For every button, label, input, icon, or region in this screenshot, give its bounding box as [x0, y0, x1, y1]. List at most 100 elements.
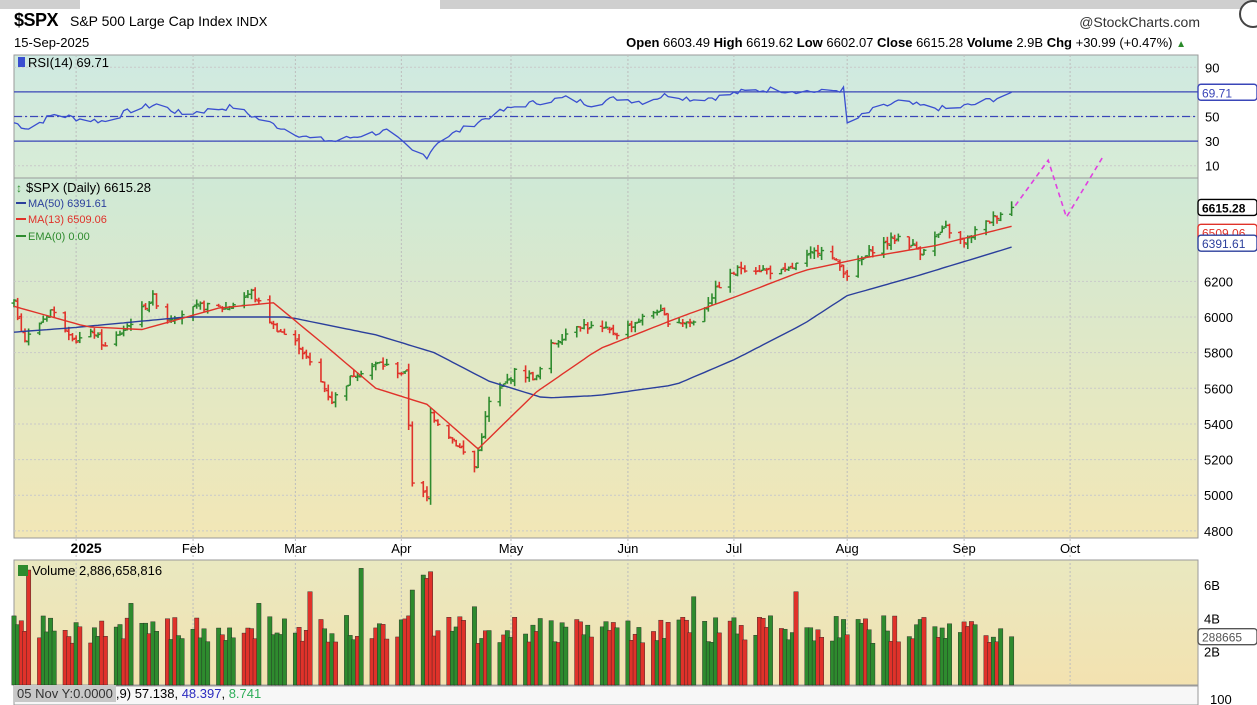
- volume-bar: [640, 642, 645, 686]
- volume-bar: [358, 568, 364, 686]
- x-tick-label: 2025: [71, 540, 102, 556]
- indicator-value-3: 8.741: [228, 686, 262, 701]
- rsi-tick-label: 30: [1205, 134, 1219, 149]
- volume-tick-label: 6B: [1204, 578, 1220, 593]
- rsi-value-tag: 69.71: [1202, 86, 1232, 100]
- price-tick-label: 5000: [1204, 488, 1233, 503]
- volume-bar: [26, 569, 32, 686]
- indicator-value-2: 48.397: [181, 686, 222, 701]
- volume-bar: [154, 631, 159, 686]
- ohlc-summary: Open 6603.49 High 6619.62 Low 6602.07 Cl…: [626, 35, 1186, 50]
- price-tick-label: 6000: [1204, 310, 1233, 325]
- volume-tick-label: 4B: [1204, 611, 1220, 626]
- volume-bar: [563, 626, 569, 686]
- rsi-line: [13, 85, 1012, 160]
- ma50-line: [13, 246, 1012, 399]
- price-tick-label: 6200: [1204, 274, 1233, 289]
- price-tick-label: 5600: [1204, 381, 1233, 396]
- volume-bar: [614, 627, 620, 686]
- volume-bar: [844, 634, 850, 686]
- chg-value: +30.99 (+0.47%): [1075, 35, 1173, 50]
- indicator-prefix: ,9): [115, 686, 132, 701]
- volume-bar: [819, 637, 825, 686]
- ma13-line: [13, 225, 1012, 450]
- brand-logo[interactable]: @StockCharts.com: [1079, 14, 1200, 30]
- price-value-tag: 6615.28: [1202, 201, 1246, 215]
- ema0-legend: EMA(0) 0.00: [28, 231, 90, 243]
- candles-legend-icon: ↕: [16, 181, 22, 195]
- volume-bar: [870, 642, 876, 686]
- rsi-value-tag-box: [1197, 83, 1257, 101]
- volume-bar: [588, 636, 594, 686]
- x-tick-label: Feb: [182, 541, 204, 556]
- volume-bar: [742, 639, 748, 686]
- close-label: Close: [877, 35, 913, 50]
- indicator-value-1: 57.138: [134, 686, 175, 701]
- volume-bar: [665, 622, 671, 686]
- tab-highlight: [80, 0, 440, 9]
- volume-bar: [333, 641, 338, 686]
- low-label: Low: [796, 35, 823, 50]
- indicator-tick-label: 100: [1210, 692, 1232, 705]
- volume-bar: [256, 603, 262, 686]
- x-tick-label: Jul: [726, 541, 743, 556]
- volume-bar: [230, 637, 236, 686]
- volume-bar: [768, 615, 773, 686]
- x-tick-label: Mar: [284, 541, 307, 556]
- volume-bar: [793, 591, 799, 686]
- price-tick-label: 5400: [1204, 417, 1233, 432]
- volume-bar: [895, 641, 901, 686]
- volume-bar: [428, 571, 433, 686]
- volume-bar: [102, 636, 108, 686]
- volume-bar: [1009, 636, 1015, 686]
- rsi-tick-label: 10: [1205, 159, 1219, 174]
- volume-bar: [691, 596, 697, 686]
- volume-bar: [179, 638, 185, 686]
- volume-bar: [972, 624, 978, 686]
- crosshair-stamp: 05 Nov Y:0.0000: [14, 685, 116, 702]
- rsi-tick-label: 90: [1205, 60, 1219, 75]
- volume-bar: [128, 603, 134, 686]
- exchange-label: INDX: [236, 14, 268, 29]
- ma50-value-tag-box: [1197, 234, 1257, 252]
- rsi-legend: RSI(14) 69.71: [28, 55, 109, 70]
- volume-bar: [716, 632, 722, 686]
- ma13-legend: MA(13) 6509.06: [28, 214, 107, 226]
- low-value: 6602.07: [826, 35, 874, 50]
- price-value-tag-box: [1197, 198, 1257, 217]
- volume-bar: [486, 630, 492, 686]
- window-top-strip: [0, 0, 1257, 9]
- volume-bar: [947, 623, 952, 686]
- volume-legend: Volume 2,886,658,816: [32, 563, 162, 578]
- price-tick-label: 5200: [1204, 453, 1233, 468]
- volume-bar: [409, 589, 415, 686]
- price-tick-label: 4800: [1204, 524, 1233, 539]
- indicator-legend: 05 Nov Y:0.0000,9) 57.138, 48.397, 8.741: [14, 685, 262, 705]
- volume-bar: [537, 618, 543, 686]
- volume-legend-icon: [18, 565, 28, 576]
- volume-bar: [205, 641, 211, 686]
- volume-tick-label: 2B: [1204, 645, 1220, 660]
- chart-date: 15-Sep-2025: [14, 35, 90, 50]
- refresh-icon[interactable]: [1239, 0, 1257, 28]
- close-value: 6615.28: [916, 35, 964, 50]
- price-panel: [13, 177, 1199, 539]
- ma50-legend: MA(50) 6391.61: [28, 198, 107, 210]
- x-tick-label: Oct: [1060, 541, 1081, 556]
- high-value: 6619.62: [746, 35, 794, 50]
- symbol-title: $SPX: [14, 10, 59, 30]
- volume-bar: [384, 638, 390, 686]
- rsi-legend-icon: [18, 57, 25, 67]
- x-tick-label: Jun: [617, 541, 638, 556]
- volume-bar: [77, 626, 83, 686]
- volume-value-tag-box: [1197, 627, 1257, 646]
- x-tick-label: May: [499, 541, 524, 556]
- instrument-name: S&P 500 Large Cap Index INDX: [70, 13, 267, 29]
- up-arrow-icon: ▲: [1176, 39, 1186, 50]
- instrument-name-text: S&P 500 Large Cap Index: [70, 13, 233, 29]
- volume-label: Volume: [966, 35, 1013, 50]
- volume-bar: [512, 617, 518, 686]
- high-label: High: [713, 35, 743, 50]
- open-label: Open: [626, 35, 660, 50]
